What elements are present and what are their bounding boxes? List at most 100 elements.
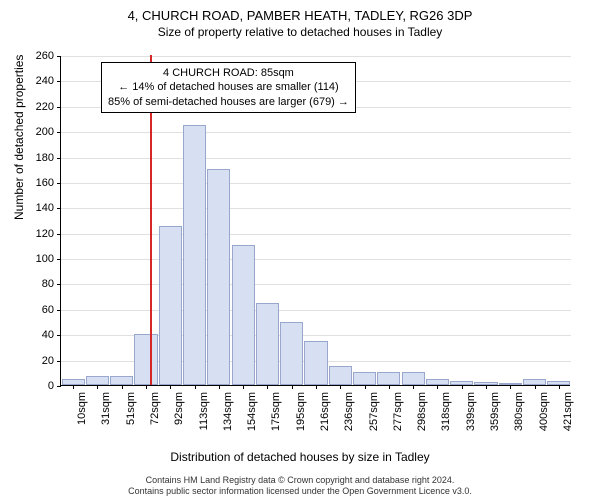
chart-container: 4, CHURCH ROAD, PAMBER HEATH, TADLEY, RG… [0, 0, 600, 500]
xtick-label: 92sqm [173, 392, 185, 425]
ytick-mark [57, 107, 61, 108]
ytick-mark [57, 81, 61, 82]
xtick-label: 400sqm [538, 392, 550, 431]
ytick-mark [57, 208, 61, 209]
chart-subtitle: Size of property relative to detached ho… [0, 23, 600, 39]
footer-attribution: Contains HM Land Registry data © Crown c… [0, 475, 600, 497]
xtick-mark [340, 385, 341, 389]
ytick-mark [57, 284, 61, 285]
xtick-mark [486, 385, 487, 389]
ytick-mark [57, 259, 61, 260]
ytick-label: 160 [12, 177, 54, 189]
grid-line [61, 284, 571, 285]
x-axis-label: Distribution of detached houses by size … [0, 450, 600, 464]
xtick-label: 298sqm [416, 392, 428, 431]
xtick-mark [559, 385, 560, 389]
xtick-mark [437, 385, 438, 389]
xtick-mark [316, 385, 317, 389]
ytick-label: 220 [12, 101, 54, 113]
ytick-mark [57, 234, 61, 235]
ytick-label: 100 [12, 253, 54, 265]
histogram-bar [256, 303, 279, 386]
histogram-bar [183, 125, 206, 385]
info-box: 4 CHURCH ROAD: 85sqm← 14% of detached ho… [101, 62, 356, 113]
xtick-mark [267, 385, 268, 389]
xtick-label: 318sqm [440, 392, 452, 431]
histogram-bar [353, 372, 376, 385]
xtick-mark [243, 385, 244, 389]
grid-line [61, 259, 571, 260]
ytick-label: 120 [12, 228, 54, 240]
xtick-label: 359sqm [489, 392, 501, 431]
footer-line2: Contains public sector information licen… [0, 486, 600, 497]
ytick-mark [57, 310, 61, 311]
info-box-line2: ← 14% of detached houses are smaller (11… [108, 80, 349, 94]
grid-line [61, 132, 571, 133]
histogram-bar [280, 322, 303, 385]
ytick-label: 20 [12, 355, 54, 367]
ytick-mark [57, 335, 61, 336]
xtick-mark [195, 385, 196, 389]
xtick-label: 10sqm [76, 392, 88, 425]
plot-region: 4 CHURCH ROAD: 85sqm← 14% of detached ho… [60, 56, 570, 386]
grid-line [61, 158, 571, 159]
xtick-label: 195sqm [295, 392, 307, 431]
xtick-label: 277sqm [392, 392, 404, 431]
ytick-label: 260 [12, 50, 54, 62]
xtick-label: 72sqm [149, 392, 161, 425]
histogram-bar [402, 372, 425, 385]
xtick-mark [292, 385, 293, 389]
ytick-mark [57, 361, 61, 362]
histogram-bar [329, 366, 352, 385]
histogram-bar [159, 226, 182, 385]
histogram-bar [134, 334, 157, 385]
xtick-label: 113sqm [198, 392, 210, 430]
histogram-bar [110, 376, 133, 385]
histogram-bar [86, 376, 109, 385]
xtick-label: 51sqm [125, 392, 137, 425]
chart-title: 4, CHURCH ROAD, PAMBER HEATH, TADLEY, RG… [0, 0, 600, 23]
xtick-mark [413, 385, 414, 389]
xtick-label: 257sqm [368, 392, 380, 431]
xtick-label: 380sqm [513, 392, 525, 431]
xtick-mark [462, 385, 463, 389]
footer-line1: Contains HM Land Registry data © Crown c… [0, 475, 600, 486]
xtick-label: 236sqm [343, 392, 355, 431]
xtick-mark [219, 385, 220, 389]
xtick-label: 216sqm [319, 392, 331, 431]
ytick-label: 60 [12, 304, 54, 316]
xtick-mark [73, 385, 74, 389]
ytick-mark [57, 56, 61, 57]
xtick-mark [146, 385, 147, 389]
grid-line [61, 208, 571, 209]
ytick-mark [57, 386, 61, 387]
histogram-bar [232, 245, 255, 385]
ytick-mark [57, 183, 61, 184]
ytick-label: 80 [12, 278, 54, 290]
grid-line [61, 56, 571, 57]
ytick-label: 0 [12, 380, 54, 392]
xtick-mark [365, 385, 366, 389]
grid-line [61, 234, 571, 235]
xtick-mark [510, 385, 511, 389]
xtick-mark [535, 385, 536, 389]
histogram-bar [304, 341, 327, 385]
histogram-bar [377, 372, 400, 385]
ytick-label: 200 [12, 126, 54, 138]
chart-area: 4 CHURCH ROAD: 85sqm← 14% of detached ho… [60, 56, 570, 386]
xtick-label: 31sqm [100, 392, 112, 425]
ytick-label: 40 [12, 329, 54, 341]
xtick-mark [170, 385, 171, 389]
info-box-line1: 4 CHURCH ROAD: 85sqm [108, 66, 349, 80]
xtick-mark [97, 385, 98, 389]
xtick-label: 421sqm [562, 392, 574, 431]
histogram-bar [207, 169, 230, 385]
xtick-mark [389, 385, 390, 389]
ytick-mark [57, 158, 61, 159]
xtick-label: 154sqm [246, 392, 258, 431]
info-box-line3: 85% of semi-detached houses are larger (… [108, 95, 349, 109]
xtick-label: 134sqm [222, 392, 234, 431]
grid-line [61, 183, 571, 184]
grid-line [61, 310, 571, 311]
ytick-label: 180 [12, 152, 54, 164]
